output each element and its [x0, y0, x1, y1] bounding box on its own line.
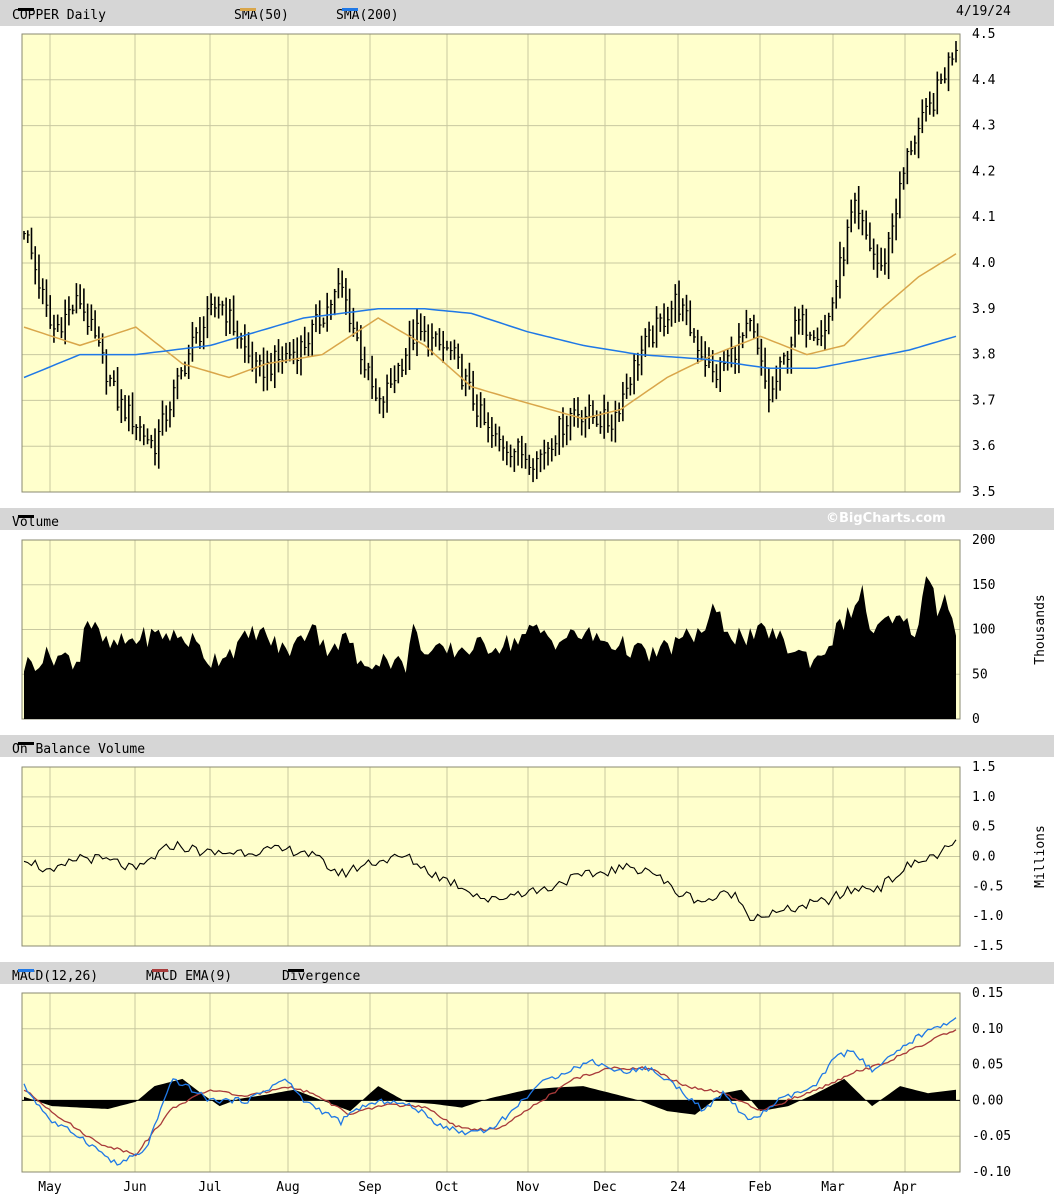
macd-panel-tick-label: -0.10 — [972, 1165, 1011, 1180]
price-header: COPPER Daily SMA(50) SMA(200) 4/19/24 — [0, 0, 1054, 26]
volume-panel-tick-label: 100 — [972, 623, 995, 638]
macd-panel-frame — [21, 992, 961, 1173]
price-panel-tick-label: 4.5 — [972, 27, 995, 42]
chart-date: 4/19/24 — [956, 4, 1011, 19]
volume-panel-tick-label: 200 — [972, 533, 995, 548]
obv-line — [23, 839, 957, 921]
divergence-swatch — [288, 969, 304, 972]
volume-panel-tick-label: 0 — [972, 712, 980, 727]
volume-swatch — [18, 515, 34, 518]
macd-panel-tick-label: 0.10 — [972, 1022, 1003, 1037]
volume-panel-unit-label: Thousands — [1033, 594, 1048, 664]
price-panel-tick-label: 4.2 — [972, 164, 995, 179]
volume-area — [24, 576, 956, 719]
macd-line — [23, 1017, 957, 1166]
obv-label: On Balance Volume — [12, 742, 146, 757]
month-label: Nov — [516, 1180, 540, 1195]
obv-swatch — [18, 742, 34, 745]
obv-panel-tick-label: -1.5 — [972, 939, 1003, 954]
sma200-line — [23, 308, 957, 379]
month-label: Jul — [198, 1180, 221, 1195]
sma50-label: SMA(50) — [234, 8, 289, 23]
price-panel-tick-label: 4.1 — [972, 210, 995, 225]
month-label: Aug — [276, 1180, 299, 1195]
price-swatch — [18, 8, 34, 11]
obv-panel-tick-label: 1.5 — [972, 760, 995, 775]
volume-label: Volume — [12, 515, 59, 530]
price-panel-tick-label: 4.3 — [972, 119, 995, 134]
macd-header: MACD(12,26) MACD EMA(9) Divergence — [0, 962, 1054, 984]
price-panel: 4.5 4.4 4.3 4.2 4.1 4.0 3.9 3.8 3.7 3.6 3.5 — [21, 27, 996, 500]
obv-panel: 1.5 1.0 0.5 0.0 -0.5 -1.0 -1.5 Millions — [21, 760, 1048, 954]
obv-panel-tick-label: 0.0 — [972, 850, 995, 865]
macd-panel-tick-label: 0.00 — [972, 1093, 1003, 1108]
macd-panel-tick-label: 0.05 — [972, 1058, 1003, 1073]
month-label: Mar — [821, 1180, 845, 1195]
obv-panel-tick-label: -1.0 — [972, 909, 1003, 924]
obv-panel-unit-label: Millions — [1033, 825, 1048, 888]
macd-swatch — [18, 969, 34, 972]
sma50-swatch — [240, 8, 256, 11]
month-label: 24 — [670, 1180, 686, 1195]
macd-ema-line — [23, 1029, 957, 1157]
sma50-line — [23, 253, 957, 420]
divergence-label: Divergence — [282, 969, 361, 984]
credit-text: ©BigCharts.com — [826, 511, 946, 526]
macd-panel-tick-label: -0.05 — [972, 1129, 1011, 1144]
price-panel-tick-label: 4.0 — [972, 256, 995, 271]
obv-panel-tick-label: 1.0 — [972, 790, 995, 805]
macd-ema-label: MACD EMA(9) — [146, 969, 233, 984]
month-label: Apr — [893, 1180, 917, 1195]
sma200-label: SMA(200) — [336, 8, 399, 23]
month-label: Oct — [435, 1180, 458, 1195]
month-label: Jun — [123, 1180, 146, 1195]
price-panel-tick-label: 3.6 — [972, 439, 995, 454]
obv-panel-tick-label: -0.5 — [972, 879, 1003, 894]
price-panel-tick-label: 3.5 — [972, 485, 995, 500]
obv-header: On Balance Volume — [0, 735, 1054, 757]
month-label: May — [38, 1180, 62, 1195]
obv-panel-frame — [21, 766, 961, 947]
volume-panel-tick-label: 50 — [972, 667, 988, 682]
chart-title: COPPER Daily — [12, 8, 106, 23]
price-panel-tick-label: 3.7 — [972, 393, 995, 408]
volume-panel: 200 150 100 50 0 Thousands — [21, 533, 1048, 727]
obv-panel-tick-label: 0.5 — [972, 820, 995, 835]
month-label: Feb — [748, 1180, 772, 1195]
macd-ema-swatch — [152, 969, 168, 972]
price-panel-frame — [21, 33, 961, 493]
price-panel-tick-label: 3.8 — [972, 348, 995, 363]
macd-panel-tick-label: 0.15 — [972, 986, 1003, 1001]
macd-label: MACD(12,26) — [12, 969, 99, 984]
price-panel-tick-label: 3.9 — [972, 302, 995, 317]
month-axis: May Jun Jul Aug Sep Oct Nov Dec 24 Feb Mar Apr — [38, 1180, 917, 1195]
macd-panel-background — [22, 993, 960, 1172]
volume-panel-tick-label: 150 — [972, 578, 995, 593]
volume-header: Volume ©BigCharts.com — [0, 508, 1054, 530]
month-label: Sep — [358, 1180, 382, 1195]
macd-panel: 0.15 0.10 0.05 0.00 -0.05 -0.10 — [21, 986, 1011, 1180]
sma200-swatch — [342, 8, 358, 11]
month-label: Dec — [593, 1180, 616, 1195]
price-panel-tick-label: 4.4 — [972, 73, 996, 88]
